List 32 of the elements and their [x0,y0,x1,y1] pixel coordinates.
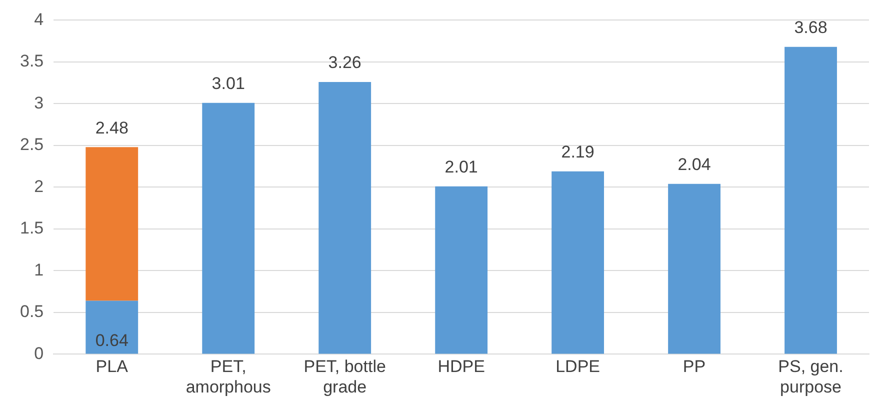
bar [318,82,372,354]
total-label: 2.48 [95,118,128,138]
y-tick-label: 0 [34,344,44,363]
y-tick-label: 1.5 [20,218,44,238]
y-tick-label: 2.5 [20,135,44,154]
y-tick-label: 2 [34,176,44,196]
x-tick-label: PLA [96,357,129,376]
y-tick-label: 1 [34,260,44,280]
bar [552,171,604,354]
y-tick-label: 0.5 [20,302,44,322]
x-tick-label: PS, gen. purpose [778,357,844,396]
data-label: 0.64 [95,330,128,350]
bar [435,186,488,354]
bar [86,147,138,301]
x-tick-label: PET, amorphous [186,357,271,396]
x-tick-label: PP [682,357,706,376]
total-label: 2.19 [561,142,594,162]
total-label: 3.01 [212,74,245,94]
bar [202,102,255,354]
total-label: 3.26 [328,53,362,72]
bar [668,184,720,354]
total-label: 2.04 [678,155,711,174]
y-tick-label: 4 [34,10,44,29]
x-tick-label: PET, bottle grade [304,357,386,396]
y-tick-label: 3.5 [20,52,44,71]
x-tick-label: HDPE [438,357,485,376]
bar [86,300,138,354]
bar [784,46,837,354]
x-tick-label: LDPE [556,357,600,376]
y-tick-label: 3 [34,93,44,112]
total-label: 2.01 [444,158,478,177]
total-label: 3.68 [794,18,828,38]
